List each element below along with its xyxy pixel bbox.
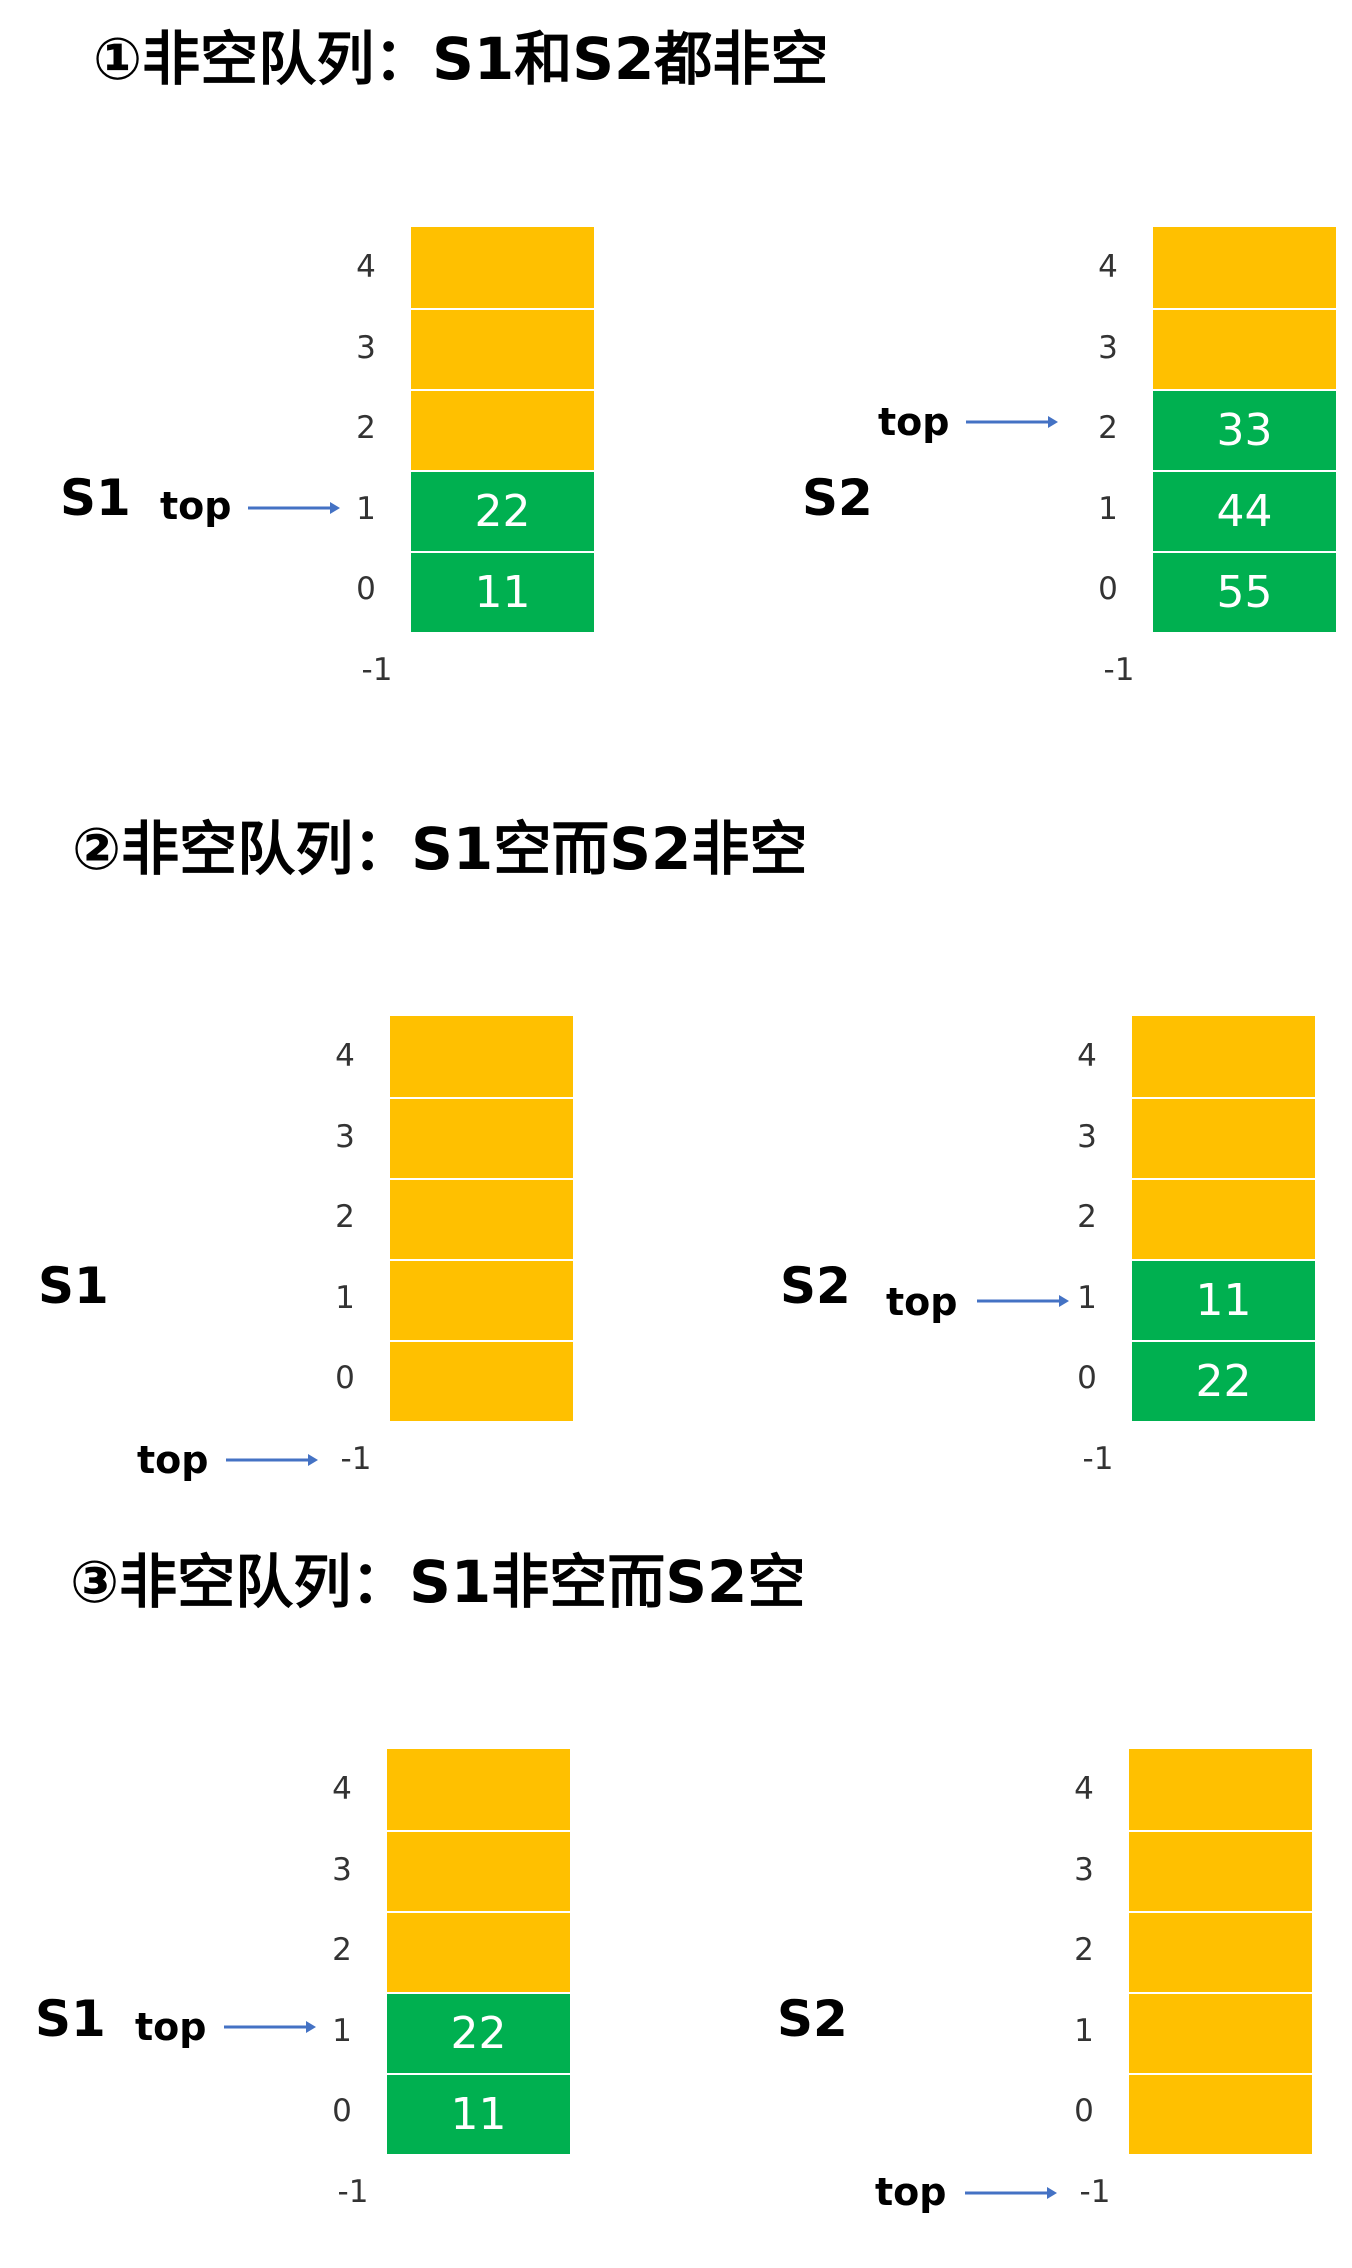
stack-cell: 11: [1132, 1259, 1315, 1340]
stack-label: S2: [802, 469, 873, 527]
top-pointer-arrow: [977, 1295, 1069, 1307]
index-label: 0: [1074, 2093, 1094, 2129]
top-label: top: [135, 2005, 207, 2049]
index-label: 1: [332, 2013, 352, 2049]
top-pointer-arrow: [224, 2021, 316, 2033]
stack-cell: [411, 308, 594, 389]
index-label: 4: [1074, 1771, 1094, 1807]
index-label: 3: [1074, 1852, 1094, 1888]
stack-cell: 22: [1132, 1340, 1315, 1421]
index-label: 4: [356, 249, 376, 285]
stack-cells: 11 22: [1132, 1016, 1315, 1421]
index-label: -1: [361, 652, 393, 688]
index-label: 2: [1077, 1199, 1097, 1235]
stack-cell: 11: [387, 2073, 570, 2154]
index-label: -1: [1079, 2174, 1111, 2210]
index-label: 0: [1077, 1360, 1097, 1396]
stack-cells: [1129, 1749, 1312, 2154]
stack-cells: 33 44 55: [1153, 227, 1336, 632]
section-1-title: ①非空队列：S1和S2都非空: [93, 25, 829, 93]
index-label: 3: [356, 330, 376, 366]
index-label: 4: [1098, 249, 1118, 285]
section-2-title: ②非空队列：S1空而S2非空: [72, 815, 808, 883]
index-label: -1: [1082, 1441, 1114, 1477]
top-label: top: [137, 1438, 209, 1482]
stack-cell: [1129, 2073, 1312, 2154]
stack-label: S1: [60, 469, 131, 527]
index-label: 3: [335, 1119, 355, 1155]
stack-cells: 22 11: [411, 227, 594, 632]
stack-cell: 11: [411, 551, 594, 632]
stack-cell: [390, 1259, 573, 1340]
stack-label: S1: [35, 1990, 106, 2048]
index-label: -1: [340, 1441, 372, 1477]
top-label: top: [875, 2170, 947, 2214]
index-label: 0: [1098, 571, 1118, 607]
index-label: 1: [1077, 1280, 1097, 1316]
stack-cell: [390, 1097, 573, 1178]
stack-cell: [1129, 1830, 1312, 1911]
index-label: 1: [356, 491, 376, 527]
stack-cell: [411, 389, 594, 470]
index-label: 4: [335, 1038, 355, 1074]
stack-cell: 44: [1153, 470, 1336, 551]
stack-cell: 22: [387, 1992, 570, 2073]
stack-cell: [390, 1178, 573, 1259]
top-pointer-arrow: [248, 502, 340, 514]
index-label: -1: [337, 2174, 369, 2210]
stack-cell: [390, 1016, 573, 1097]
stack-cell: 22: [411, 470, 594, 551]
top-label: top: [160, 484, 232, 528]
index-label: 2: [1098, 410, 1118, 446]
index-label: 0: [332, 2093, 352, 2129]
stack-label: S2: [780, 1257, 851, 1315]
index-label: 2: [356, 410, 376, 446]
index-label: 4: [332, 1771, 352, 1807]
top-label: top: [878, 400, 950, 444]
index-label: 0: [335, 1360, 355, 1396]
index-label: 1: [1074, 2013, 1094, 2049]
stack-label: S1: [38, 1257, 109, 1315]
stack-cell: [387, 1830, 570, 1911]
stack-cell: [1129, 1749, 1312, 1830]
stack-cells: 22 11: [387, 1749, 570, 2154]
stack-cell: [387, 1749, 570, 1830]
stack-cell: [1153, 227, 1336, 308]
stack-cell: [1153, 308, 1336, 389]
stack-cell: [1129, 1992, 1312, 2073]
stack-label: S2: [777, 1990, 848, 2048]
index-label: 3: [1098, 330, 1118, 366]
index-label: 0: [356, 571, 376, 607]
top-pointer-arrow: [966, 416, 1058, 428]
stack-cell: [1132, 1097, 1315, 1178]
top-label: top: [886, 1280, 958, 1324]
stack-cell: 33: [1153, 389, 1336, 470]
index-label: 2: [332, 1932, 352, 1968]
stack-cell: [1129, 1911, 1312, 1992]
top-pointer-arrow: [226, 1454, 318, 1466]
index-label: 3: [332, 1852, 352, 1888]
index-label: 1: [335, 1280, 355, 1316]
index-label: 4: [1077, 1038, 1097, 1074]
index-label: -1: [1103, 652, 1135, 688]
top-pointer-arrow: [965, 2187, 1057, 2199]
stack-cell: [1132, 1178, 1315, 1259]
stack-cell: [387, 1911, 570, 1992]
stack-cell: [411, 227, 594, 308]
index-label: 2: [1074, 1932, 1094, 1968]
section-3-title: ③非空队列：S1非空而S2空: [70, 1548, 806, 1616]
stack-cell: 55: [1153, 551, 1336, 632]
index-label: 2: [335, 1199, 355, 1235]
index-label: 1: [1098, 491, 1118, 527]
stack-cells: [390, 1016, 573, 1421]
stack-cell: [390, 1340, 573, 1421]
stack-cell: [1132, 1016, 1315, 1097]
index-label: 3: [1077, 1119, 1097, 1155]
